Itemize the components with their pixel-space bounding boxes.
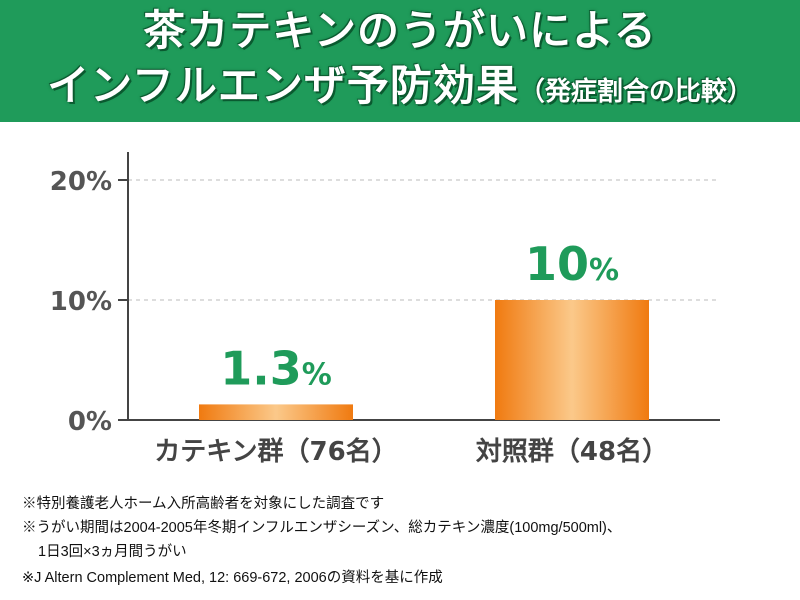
x-tick-label: 対照群（48名）	[476, 436, 668, 467]
footnote-3: ※J Altern Complement Med, 12: 669-672, 2…	[22, 570, 443, 586]
chart-title-main: インフルエンザ予防効果	[47, 61, 519, 110]
x-tick-label: カテキン群（76名）	[154, 436, 397, 467]
chart-area: 0% 10% 20% 1.3% カテキン群（76名） 10% 対照群（48名）	[0, 122, 800, 478]
data-label: 10%	[525, 237, 619, 291]
y-tick-label: 0%	[68, 407, 112, 437]
bar	[199, 404, 353, 420]
chart-title-subtitle: （発症割合の比較）	[518, 77, 753, 107]
footnote-2-continued: 1日3回×3ヵ月間うがい	[38, 544, 187, 560]
y-tick-label: 20%	[50, 167, 112, 197]
footnote-1: ※特別養護老人ホーム入所高齢者を対象にした調査です	[22, 496, 385, 512]
footnotes: ※特別養護老人ホーム入所高齢者を対象にした調査です ※うがい期間は2004-20…	[0, 478, 800, 600]
title-banner: 茶カテキンのうがいによる インフルエンザ予防効果（発症割合の比較）	[0, 0, 800, 122]
footnote-2: ※うがい期間は2004-2005年冬期インフルエンザシーズン、総カテキン濃度(1…	[22, 520, 622, 536]
y-tick-label: 10%	[50, 287, 112, 317]
data-label: 1.3%	[220, 341, 332, 395]
bar-chart: 0% 10% 20% 1.3% カテキン群（76名） 10% 対照群（48名）	[50, 152, 720, 467]
bar	[495, 300, 649, 420]
chart-title-line2: インフルエンザ予防効果（発症割合の比較）	[0, 60, 800, 118]
chart-title-line1: 茶カテキンのうがいによる	[143, 6, 657, 55]
